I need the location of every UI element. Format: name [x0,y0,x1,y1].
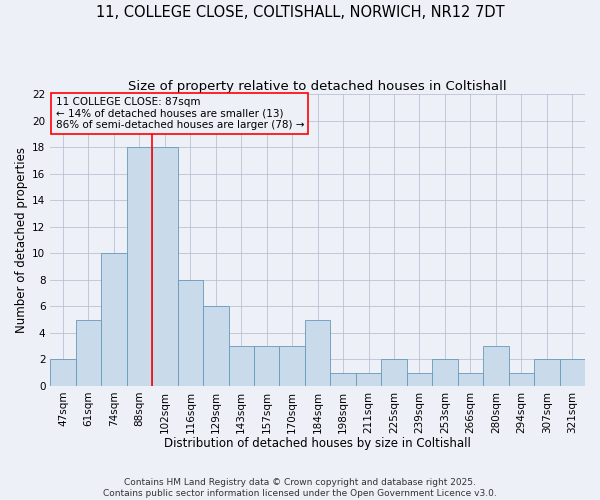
Bar [229,346,254,386]
X-axis label: Distribution of detached houses by size in Coltishall: Distribution of detached houses by size … [164,437,471,450]
Bar [407,372,432,386]
Y-axis label: Number of detached properties: Number of detached properties [15,147,28,333]
Bar [127,147,152,386]
Text: 11, COLLEGE CLOSE, COLTISHALL, NORWICH, NR12 7DT: 11, COLLEGE CLOSE, COLTISHALL, NORWICH, … [95,5,505,20]
Text: Contains HM Land Registry data © Crown copyright and database right 2025.
Contai: Contains HM Land Registry data © Crown c… [103,478,497,498]
Bar [483,346,509,386]
Bar [458,372,483,386]
Bar [509,372,534,386]
Bar [356,372,381,386]
Bar [50,360,76,386]
Bar [101,254,127,386]
Bar [178,280,203,386]
Bar [280,346,305,386]
Bar [152,147,178,386]
Bar [534,360,560,386]
Bar [560,360,585,386]
Bar [203,306,229,386]
Text: 11 COLLEGE CLOSE: 87sqm
← 14% of detached houses are smaller (13)
86% of semi-de: 11 COLLEGE CLOSE: 87sqm ← 14% of detache… [56,97,304,130]
Bar [331,372,356,386]
Title: Size of property relative to detached houses in Coltishall: Size of property relative to detached ho… [128,80,507,93]
Bar [76,320,101,386]
Bar [254,346,280,386]
Bar [432,360,458,386]
Bar [381,360,407,386]
Bar [305,320,331,386]
